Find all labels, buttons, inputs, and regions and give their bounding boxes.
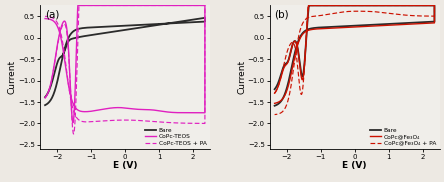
- Bare: [380, 4, 385, 7]
- CoPc-TEOS: [97, 4, 102, 7]
- Line: Bare: Bare: [45, 18, 205, 105]
- CoPc-TEOS + PA: [42, 97, 48, 99]
- Bare: [42, 104, 48, 106]
- CoPc-TEOS + PA: [194, 122, 199, 124]
- CoPc-TEOS: [70, 121, 75, 124]
- CoPc@Fe₃O₄: [315, 4, 320, 7]
- Bare: [272, 88, 278, 90]
- CoPc-TEOS: [151, 4, 156, 7]
- Bare: [194, 21, 199, 23]
- Line: Bare: Bare: [275, 5, 435, 106]
- CoPc-TEOS: [182, 4, 187, 7]
- Text: (b): (b): [275, 10, 289, 20]
- CoPc@Fe₃O₄ + PA: [380, 4, 385, 7]
- CoPc-TEOS: [85, 4, 91, 7]
- Bare: [85, 35, 90, 37]
- CoPc-TEOS + PA: [182, 4, 187, 7]
- CoPc-TEOS + PA: [151, 4, 156, 7]
- CoPc@Fe₃O₄ + PA: [424, 15, 429, 17]
- Bare: [272, 105, 278, 107]
- CoPc-TEOS: [42, 17, 48, 20]
- CoPc-TEOS: [187, 112, 192, 114]
- Bare: [326, 4, 332, 7]
- CoPc-TEOS + PA: [71, 133, 76, 135]
- Line: CoPc-TEOS: CoPc-TEOS: [45, 5, 205, 122]
- CoPc-TEOS + PA: [97, 4, 102, 7]
- X-axis label: E (V): E (V): [113, 161, 137, 171]
- Bare: [306, 4, 312, 7]
- CoPc@Fe₃O₄ + PA: [272, 114, 278, 116]
- Line: CoPc-TEOS + PA: CoPc-TEOS + PA: [45, 5, 205, 134]
- Legend: Bare, CoPc@Fe₃O₄, CoPc@Fe₃O₄ + PA: Bare, CoPc@Fe₃O₄, CoPc@Fe₃O₄ + PA: [369, 127, 436, 146]
- Bare: [96, 33, 102, 35]
- CoPc@Fe₃O₄: [272, 92, 278, 94]
- CoPc@Fe₃O₄ + PA: [417, 15, 422, 17]
- CoPc-TEOS: [42, 97, 48, 99]
- CoPc@Fe₃O₄: [411, 4, 416, 7]
- CoPc@Fe₃O₄ + PA: [411, 4, 416, 7]
- CoPc@Fe₃O₄ + PA: [272, 92, 278, 94]
- CoPc@Fe₃O₄ + PA: [305, 4, 311, 7]
- Legend: Bare, CoPc-TEOS, CoPc-TEOS + PA: Bare, CoPc-TEOS, CoPc-TEOS + PA: [144, 127, 207, 146]
- CoPc@Fe₃O₄ + PA: [326, 4, 332, 7]
- CoPc@Fe₃O₄: [272, 102, 278, 104]
- Bare: [424, 21, 429, 23]
- Y-axis label: Current: Current: [237, 60, 246, 94]
- CoPc-TEOS + PA: [187, 122, 192, 124]
- Line: CoPc@Fe₃O₄: CoPc@Fe₃O₄: [275, 5, 435, 103]
- CoPc@Fe₃O₄ + PA: [315, 4, 320, 7]
- Bare: [42, 96, 48, 98]
- CoPc@Fe₃O₄: [417, 23, 422, 25]
- Bare: [315, 4, 320, 7]
- Bare: [411, 4, 416, 7]
- CoPc@Fe₃O₄: [380, 4, 385, 7]
- CoPc-TEOS + PA: [42, 15, 48, 17]
- CoPc@Fe₃O₄: [326, 4, 332, 7]
- CoPc-TEOS: [194, 112, 199, 114]
- Text: (a): (a): [45, 10, 59, 20]
- X-axis label: E (V): E (V): [342, 161, 367, 171]
- Bare: [150, 25, 155, 27]
- Line: CoPc@Fe₃O₄ + PA: CoPc@Fe₃O₄ + PA: [275, 5, 435, 115]
- CoPc-TEOS: [75, 4, 80, 7]
- Y-axis label: Current: Current: [8, 60, 16, 94]
- Bare: [187, 21, 193, 23]
- CoPc-TEOS + PA: [76, 4, 82, 7]
- CoPc@Fe₃O₄: [424, 22, 429, 24]
- Bare: [417, 21, 422, 23]
- CoPc@Fe₃O₄: [306, 4, 311, 7]
- Bare: [181, 20, 186, 22]
- CoPc-TEOS + PA: [85, 4, 91, 7]
- Bare: [202, 17, 207, 19]
